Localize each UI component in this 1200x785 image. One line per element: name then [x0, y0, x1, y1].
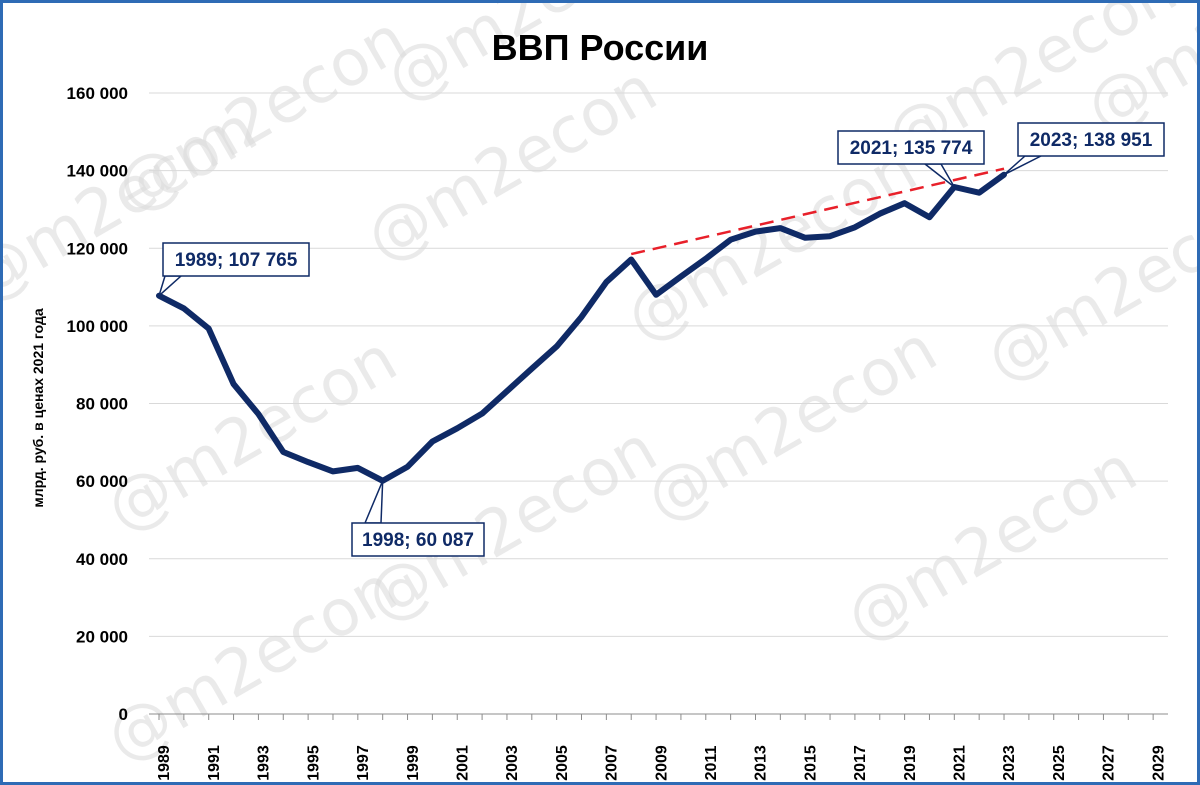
x-tick-label: 1995: [305, 745, 322, 781]
callout-box: [162, 242, 310, 277]
x-tick-label: 2025: [1051, 745, 1068, 781]
callout-pointer: [363, 480, 384, 524]
x-tick-label: 1993: [256, 745, 273, 781]
callout: 2021; 135 774: [837, 130, 985, 188]
y-tick-label: 0: [119, 705, 128, 724]
x-tick-label: 2005: [554, 745, 571, 781]
trend-layer: [630, 167, 1005, 256]
x-tick-label: 2001: [454, 745, 471, 781]
x-tick-label: 2027: [1101, 745, 1118, 781]
axis-layer: 0 20 000 40 000 60 000 80 000 100 000 120 000 1…: [67, 84, 1168, 781]
callout: 1989; 107 765: [157, 242, 310, 299]
watermark-text: @m2econ: [634, 312, 949, 537]
callout-label: 2023; 138 951: [1030, 130, 1153, 151]
callout-label: 1989; 107 765: [175, 250, 298, 271]
y-axis-label: млрд. руб. в ценах 2021 года: [30, 308, 46, 507]
gdp-chart: @m2econ@m2econ@m2econ @m2econ@m2econ @m2ec…: [3, 3, 1197, 781]
x-tick-label: 2013: [753, 745, 770, 781]
watermark-text: @m2econ: [974, 172, 1197, 397]
x-tick-label: 2029: [1150, 745, 1167, 781]
x-tick-label: 1989: [156, 745, 173, 781]
x-tick-label: 1991: [206, 745, 223, 781]
x-tick-label: 2007: [604, 745, 621, 781]
y-tick-label: 80 000: [76, 395, 128, 414]
x-tick-label: 2017: [852, 745, 869, 781]
watermark-text: @m2econ: [614, 132, 929, 357]
watermark-text: @m2econ: [3, 92, 269, 317]
x-tick-label: 2023: [1001, 745, 1018, 781]
y-tick-label: 20 000: [76, 627, 128, 646]
x-tick-label: 2021: [952, 745, 969, 781]
watermark-text: @m2econ: [94, 552, 409, 777]
watermark-layer: @m2econ@m2econ@m2econ @m2econ@m2econ @m2ec…: [3, 3, 1197, 777]
x-tick-label: 2009: [653, 745, 670, 781]
callout: 1998; 60 087: [351, 480, 485, 557]
chart-title: ВВП России: [492, 27, 709, 68]
x-tick-label: 2011: [703, 746, 720, 781]
watermark-text: @m2econ: [94, 322, 409, 547]
callout-label: 2021; 135 774: [850, 138, 973, 159]
callout-label: 1998; 60 087: [362, 530, 474, 551]
callout-box: [351, 522, 485, 557]
callout-pointer: [1003, 155, 1042, 176]
x-tick-label: 2003: [504, 745, 521, 781]
trend-line: [630, 167, 1005, 256]
y-tick-label: 120 000: [67, 239, 128, 258]
callout: 2023; 138 951: [1003, 122, 1165, 176]
y-tick-label: 140 000: [67, 162, 128, 181]
y-tick-label: 60 000: [76, 472, 128, 491]
x-tick-label: 1999: [405, 745, 422, 781]
callout-layer: 1989; 107 765 1998; 60 087 2021; 135 774 20…: [157, 122, 1165, 557]
callout-box: [837, 130, 985, 165]
callout-pointer: [157, 275, 183, 299]
x-tick-label: 2015: [802, 745, 819, 781]
y-tick-label: 40 000: [76, 550, 128, 569]
watermark-text: @m2econ: [834, 432, 1149, 657]
x-tick-label: 2019: [902, 745, 919, 781]
x-tick-label: 1997: [355, 745, 372, 781]
y-tick-label: 100 000: [67, 317, 128, 336]
y-tick-label: 160 000: [67, 84, 128, 103]
callout-box: [1017, 122, 1165, 157]
